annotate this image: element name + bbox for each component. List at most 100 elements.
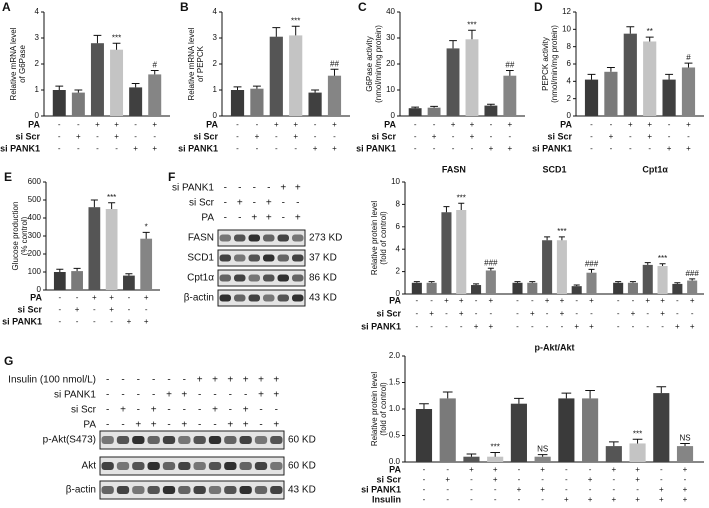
condition-sign: -	[198, 420, 201, 431]
condition-sign: -	[137, 405, 140, 416]
y-axis-label: (fold of control)	[379, 211, 388, 265]
y-tick-label: 1.5	[389, 378, 401, 387]
condition-sign: -	[617, 309, 620, 318]
condition-sign: -	[646, 309, 649, 318]
condition-sign: -	[110, 317, 113, 326]
blot-strip	[217, 289, 306, 307]
condition-sign: +	[429, 309, 434, 318]
y-axis-label: Relative mRNA level	[9, 27, 18, 100]
condition-sign: -	[589, 485, 592, 494]
error-bar	[142, 231, 150, 239]
band	[147, 436, 160, 444]
condition-sign: -	[77, 120, 80, 129]
condition-sign: -	[167, 420, 170, 431]
error-bar	[430, 105, 438, 108]
condition-sign: +	[686, 120, 691, 129]
condition-sign: -	[198, 390, 201, 401]
band-size: 43 KD	[309, 293, 337, 304]
significance: ###	[685, 269, 699, 278]
condition-sign: -	[452, 144, 455, 153]
bar	[327, 75, 342, 116]
condition-sign: -	[575, 309, 578, 318]
condition-sign: +	[540, 485, 545, 494]
bar	[605, 446, 622, 462]
error-bar	[645, 36, 654, 42]
error-bar	[674, 282, 681, 284]
bar	[411, 282, 422, 294]
condition-sign: +	[628, 120, 633, 129]
condition-sign: +	[659, 495, 664, 504]
condition-sign: -	[433, 120, 436, 129]
condition-sign: -	[490, 309, 493, 318]
band	[263, 254, 275, 262]
band	[208, 486, 222, 494]
condition-name: si PANK1	[54, 390, 96, 401]
error-bar	[573, 284, 580, 287]
error-bar	[93, 34, 102, 44]
band	[193, 486, 206, 494]
band	[239, 436, 252, 444]
error-bar	[131, 83, 140, 88]
bar	[584, 79, 599, 116]
condition-sign: -	[531, 322, 534, 331]
condition-sign: -	[445, 309, 448, 318]
condition-sign: -	[423, 485, 426, 494]
condition-sign: -	[460, 322, 463, 331]
condition-sign: +	[227, 420, 233, 431]
condition-sign: -	[668, 120, 671, 129]
condition-sign: -	[565, 485, 568, 494]
condition-sign: -	[256, 144, 259, 153]
panel-letter: G	[4, 354, 13, 368]
condition-sign: +	[444, 296, 449, 305]
condition-name: PA	[206, 119, 218, 129]
y-tick-label: 1	[213, 85, 218, 94]
error-bar	[458, 202, 465, 210]
condition-sign: -	[516, 296, 519, 305]
blot-strip	[99, 480, 285, 500]
band	[248, 294, 260, 302]
condition-sign: +	[560, 309, 565, 318]
band	[101, 486, 114, 494]
band	[270, 486, 283, 494]
condition-sign: -	[244, 390, 247, 401]
condition-sign: +	[332, 120, 337, 129]
condition-sign: +	[212, 375, 218, 386]
significance: ###	[484, 258, 498, 267]
condition-sign: -	[494, 495, 497, 504]
y-tick-label: 600	[28, 177, 42, 186]
band	[178, 436, 191, 444]
bar	[269, 36, 283, 117]
error-bar	[473, 283, 480, 286]
condition-sign: -	[660, 475, 663, 484]
bar	[485, 270, 496, 294]
y-tick-label: 20	[386, 59, 395, 68]
band-name: β-actin	[184, 293, 214, 304]
error-bar	[413, 281, 420, 283]
condition-sign: -	[632, 322, 635, 331]
error-bar	[659, 263, 666, 266]
error-bar	[561, 392, 572, 399]
condition-sign: -	[629, 132, 632, 141]
significance: ***	[457, 193, 466, 202]
band	[263, 294, 275, 302]
error-bar	[291, 25, 300, 36]
condition-sign: -	[76, 293, 79, 302]
bar	[542, 240, 553, 294]
error-bar	[606, 66, 615, 72]
y-tick-label: 2	[35, 59, 40, 68]
error-bar	[330, 68, 339, 76]
condition-name: si PANK1	[532, 143, 572, 153]
condition-sign: -	[76, 317, 79, 326]
condition-sign: -	[77, 144, 80, 153]
blot-strip	[217, 229, 306, 247]
error-bar	[680, 442, 690, 447]
band	[147, 462, 160, 470]
condition-sign: -	[275, 405, 278, 416]
condition-sign: +	[647, 120, 652, 129]
band	[116, 436, 130, 444]
bar	[676, 446, 694, 462]
bar	[110, 49, 124, 117]
condition-sign: -	[676, 296, 679, 305]
bar	[586, 272, 597, 294]
